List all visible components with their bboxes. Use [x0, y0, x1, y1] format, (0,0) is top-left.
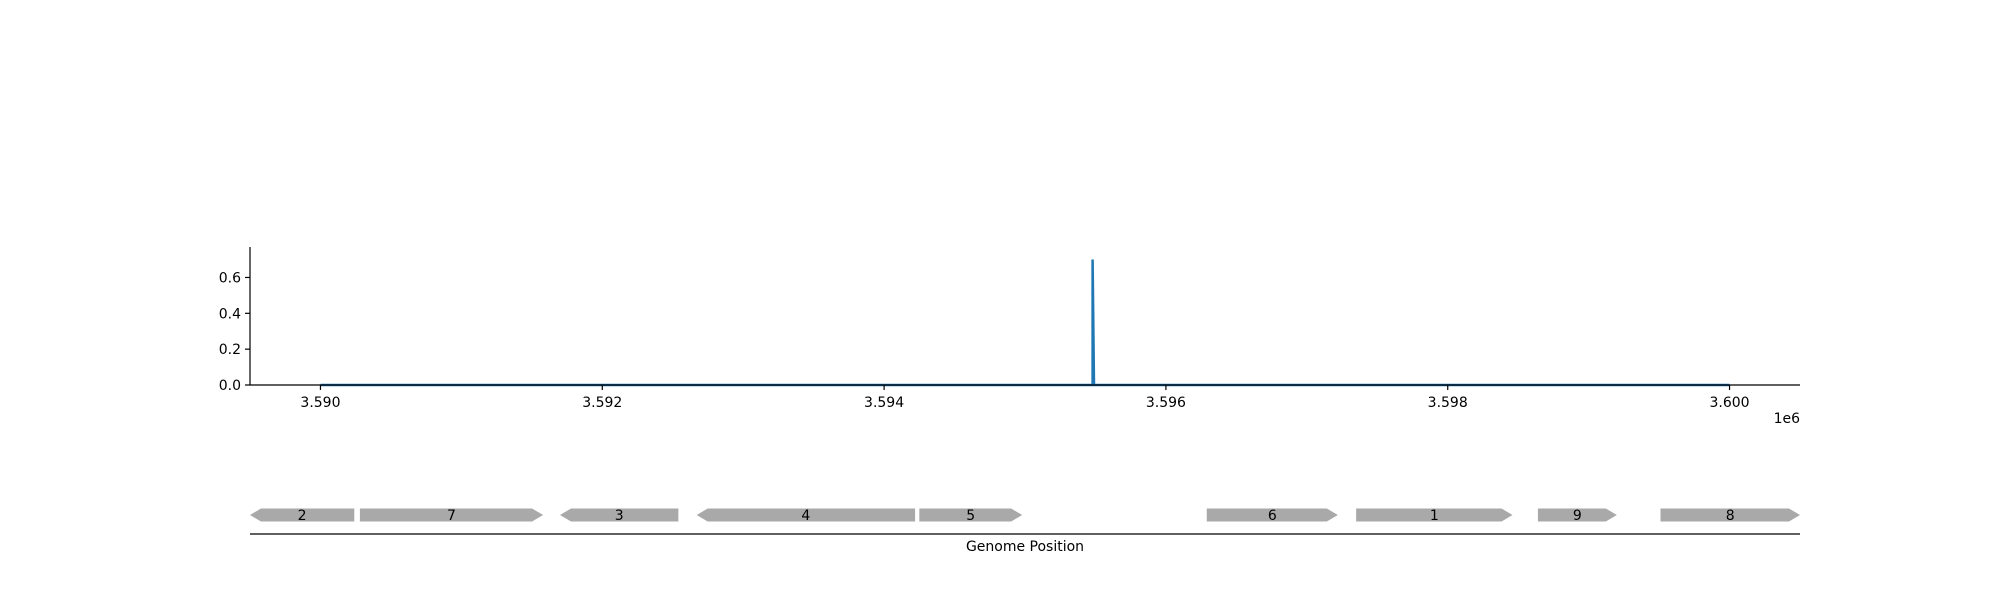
x-offset-label: 1e6 [1774, 411, 1801, 427]
gene-track: 2 7 3 4 5 6 1 9 8 Genome Position [250, 508, 1800, 555]
x-tick-label: 3.590 [300, 395, 340, 411]
gene-label: 5 [966, 508, 975, 524]
gene-arrow [1206, 508, 1338, 522]
coverage-line [320, 259, 1730, 387]
gene-label: 3 [615, 508, 624, 524]
gene-label: 7 [447, 508, 456, 524]
gene-arrow [560, 508, 679, 522]
x-tick-label: 3.600 [1709, 395, 1749, 411]
genome-position-label: Genome Position [966, 539, 1084, 555]
gene-label: 1 [1430, 508, 1439, 524]
gene-arrow [1356, 508, 1513, 522]
gene-arrow [250, 508, 355, 522]
x-tick-label: 3.594 [864, 395, 904, 411]
x-tick-label: 3.596 [1146, 395, 1186, 411]
x-tick-label: 3.598 [1428, 395, 1468, 411]
gene-arrow [919, 508, 1023, 522]
x-ticks: 3.590 3.592 3.594 3.596 3.598 3.600 [300, 385, 1750, 411]
coverage-series [320, 259, 1730, 387]
gene-label: 9 [1573, 508, 1582, 524]
gene-arrows: 2 7 3 4 5 6 1 9 8 [250, 508, 1800, 524]
gene-arrow [1660, 508, 1800, 522]
gene-arrow [696, 508, 916, 522]
gene-label: 8 [1726, 508, 1735, 524]
gene-label: 4 [801, 508, 810, 524]
y-tick-label: 0.2 [219, 342, 241, 358]
gene-arrow [1537, 508, 1617, 522]
y-tick-label: 0.0 [219, 378, 241, 394]
gene-arrow [359, 508, 544, 522]
gene-label: 2 [298, 508, 307, 524]
gene-label: 6 [1268, 508, 1277, 524]
y-tick-label: 0.6 [219, 270, 241, 286]
y-tick-label: 0.4 [219, 306, 241, 322]
y-ticks: 0.0 0.2 0.4 0.6 [219, 270, 250, 394]
x-tick-label: 3.592 [582, 395, 622, 411]
coverage-plot: 0.00.20.40.6 3.590 3.592 3.594 3.596 3.598 3.… [219, 247, 1800, 427]
